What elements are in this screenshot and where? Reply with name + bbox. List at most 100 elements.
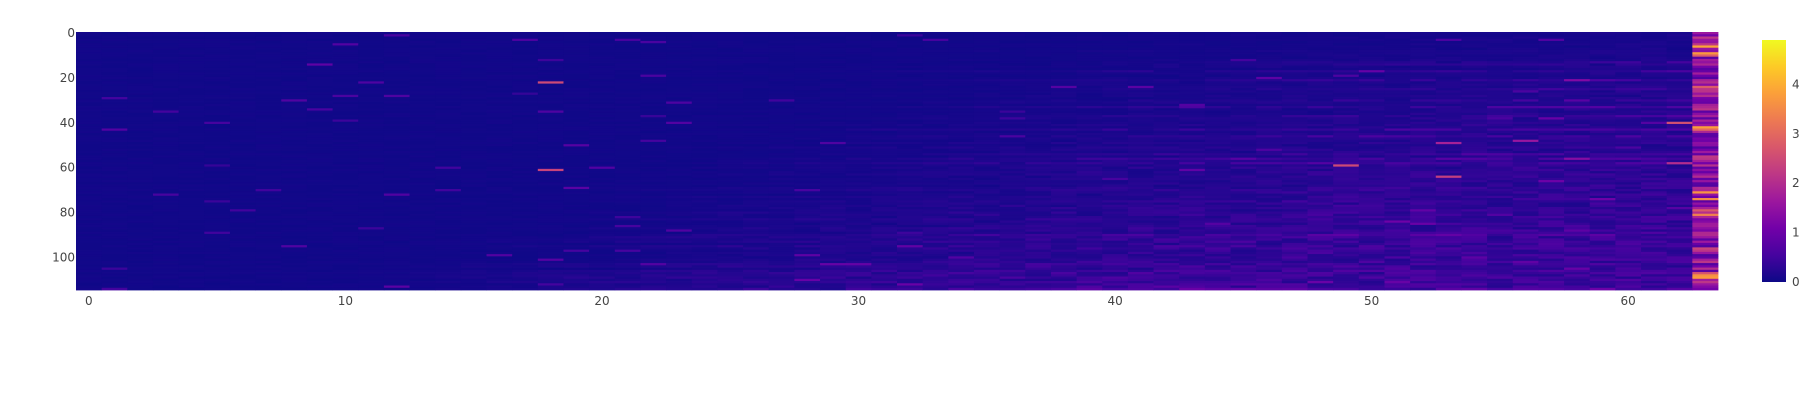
heatmap-cell xyxy=(999,70,1026,73)
heatmap-cell xyxy=(1461,115,1488,118)
heatmap-cell xyxy=(537,155,564,159)
heatmap-cell xyxy=(1358,191,1385,194)
heatmap-cell xyxy=(820,135,847,138)
heatmap-cell xyxy=(973,65,1001,69)
heatmap-cell xyxy=(589,54,616,58)
heatmap-cell xyxy=(1615,54,1642,58)
heatmap-plot-area[interactable] xyxy=(76,32,1719,291)
heatmap-cell xyxy=(768,34,795,37)
heatmap-cell xyxy=(1692,67,1719,71)
heatmap-cell xyxy=(486,200,513,203)
heatmap-cell xyxy=(1050,173,1077,176)
heatmap-cell xyxy=(306,74,333,78)
heatmap-cell xyxy=(973,56,1001,60)
heatmap-cell xyxy=(178,97,205,100)
heatmap-cell xyxy=(1461,81,1488,84)
heatmap-cell xyxy=(306,200,333,203)
heatmap-cell xyxy=(537,45,564,49)
heatmap-cell xyxy=(1127,184,1154,188)
heatmap-cell xyxy=(152,153,180,156)
heatmap-cell xyxy=(1641,65,1668,69)
heatmap-cell xyxy=(152,79,180,82)
heatmap-cell xyxy=(435,173,462,176)
heatmap-cell xyxy=(948,175,975,179)
heatmap-cell xyxy=(486,101,513,105)
heatmap-cell xyxy=(152,182,180,185)
heatmap-cell xyxy=(691,72,718,76)
heatmap-cell xyxy=(922,108,949,111)
heatmap-cell xyxy=(1230,45,1257,49)
heatmap-cell xyxy=(820,148,847,152)
heatmap-cell xyxy=(717,191,744,194)
heatmap-cell xyxy=(1179,63,1206,67)
heatmap-cell xyxy=(999,119,1026,123)
heatmap-cell xyxy=(460,34,487,37)
heatmap-cell xyxy=(1435,182,1462,185)
heatmap-cell xyxy=(512,49,539,53)
heatmap-cell xyxy=(1358,97,1385,100)
heatmap-cell xyxy=(358,43,385,46)
heatmap-cell xyxy=(1692,166,1719,170)
heatmap-cell xyxy=(1538,171,1565,174)
heatmap-cell xyxy=(255,36,282,40)
heatmap-cell xyxy=(1025,177,1052,181)
heatmap-cell xyxy=(358,146,385,150)
heatmap-cell xyxy=(1102,119,1129,123)
heatmap-cell xyxy=(1333,32,1360,35)
heatmap-cell xyxy=(306,195,333,199)
heatmap-cell xyxy=(820,58,847,62)
heatmap-cell xyxy=(178,204,205,208)
heatmap-cell xyxy=(101,146,128,150)
heatmap-cell xyxy=(768,47,795,51)
heatmap-cell xyxy=(666,191,693,194)
heatmap-cell xyxy=(897,79,924,82)
heatmap-cell xyxy=(1435,135,1462,138)
heatmap-cell xyxy=(743,171,770,174)
heatmap-cell xyxy=(1102,40,1129,44)
heatmap-cell xyxy=(1692,99,1719,102)
heatmap-cell xyxy=(127,117,154,120)
heatmap-cell xyxy=(589,173,616,176)
heatmap-cell xyxy=(1615,92,1642,96)
heatmap-cell xyxy=(640,200,667,203)
heatmap-cell xyxy=(1666,139,1693,143)
heatmap-cell xyxy=(1564,132,1591,136)
heatmap-cell xyxy=(1281,139,1308,143)
heatmap-cell xyxy=(229,204,256,208)
heatmap-cell xyxy=(409,63,436,67)
heatmap-cell xyxy=(1615,90,1642,93)
heatmap-cell xyxy=(1281,184,1308,188)
heatmap-cell xyxy=(691,189,718,192)
heatmap-cell xyxy=(614,130,641,134)
heatmap-cell xyxy=(973,137,1001,141)
heatmap-cell xyxy=(1666,123,1693,127)
heatmap-cell xyxy=(1281,150,1308,154)
heatmap-cell xyxy=(1179,83,1206,87)
heatmap-cell xyxy=(1307,128,1334,132)
heatmap-cell xyxy=(1050,182,1077,185)
heatmap-cell xyxy=(563,34,590,37)
heatmap-cell xyxy=(281,200,308,203)
heatmap-cell xyxy=(152,67,180,71)
heatmap-cell xyxy=(1050,166,1077,170)
heatmap-cell xyxy=(1410,52,1437,55)
heatmap-cell xyxy=(204,43,231,46)
heatmap-cell xyxy=(922,177,949,181)
heatmap-cell xyxy=(1127,83,1154,87)
heatmap-cell xyxy=(229,103,256,107)
heatmap-cell xyxy=(1025,83,1052,87)
heatmap-cell xyxy=(152,88,180,91)
heatmap-cell xyxy=(409,128,436,132)
heatmap-cell xyxy=(1050,85,1077,89)
heatmap-cell xyxy=(897,61,924,64)
heatmap-cell xyxy=(332,52,359,55)
heatmap-cell xyxy=(897,130,924,134)
heatmap-cell xyxy=(358,157,385,161)
heatmap-cell xyxy=(1050,34,1077,37)
heatmap-cell xyxy=(1641,144,1668,147)
heatmap-cell xyxy=(1589,90,1616,93)
heatmap-cell xyxy=(1538,117,1565,120)
heatmap-cell xyxy=(512,162,539,165)
heatmap-cell xyxy=(640,40,667,44)
heatmap-cell xyxy=(1076,106,1103,109)
